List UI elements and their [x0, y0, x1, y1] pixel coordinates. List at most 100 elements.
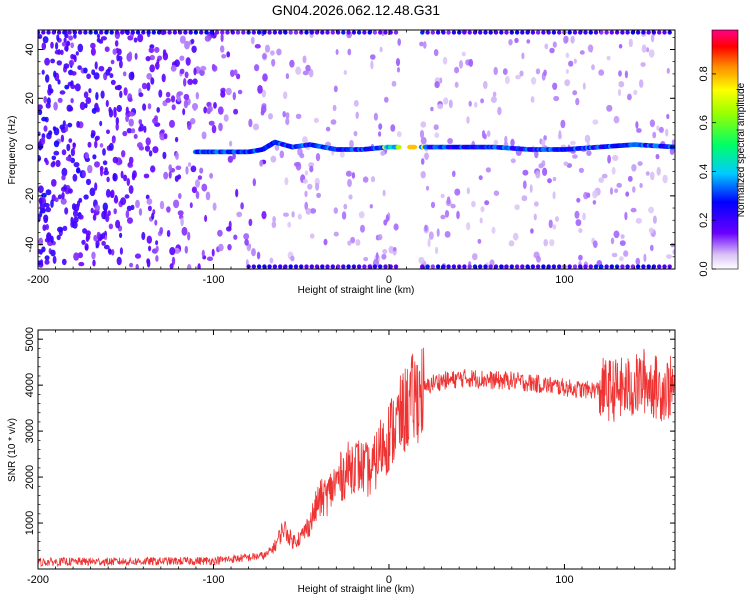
spectrogram-cell — [50, 58, 55, 64]
spectrogram-cell — [91, 107, 97, 114]
spectrogram-edge-cell — [67, 30, 72, 35]
spectrogram-cell — [68, 188, 73, 194]
spectrogram-cell — [147, 103, 152, 110]
spectrogram-cell — [297, 213, 302, 220]
spectrogram-cell — [510, 138, 515, 147]
spectrogram-cell — [201, 131, 207, 140]
spectrogram-cell — [271, 221, 277, 229]
spectrogram-x-ticks: -200 -100 0 100 — [27, 30, 671, 286]
spectrogram-cell — [146, 82, 151, 91]
spectrogram-edge-cell — [109, 30, 114, 35]
spectrogram-cell — [630, 207, 637, 213]
spectrogram-cell — [73, 204, 80, 212]
spectrogram-edge-cell — [162, 30, 167, 35]
spectrogram-cell — [94, 161, 100, 168]
spectrogram-cell — [289, 59, 295, 68]
spectrogram-cell — [218, 243, 224, 252]
spectrogram-cell — [99, 120, 103, 127]
spectrogram-cell — [116, 104, 122, 113]
spectrogram-cell — [169, 263, 174, 269]
spectrogram-cell — [295, 113, 302, 120]
spectrogram-cell — [652, 131, 657, 139]
spectrogram-cell — [609, 187, 614, 195]
spectrogram-cell — [598, 177, 604, 183]
spectrogram-edge-cell — [378, 30, 383, 35]
spectrogram-cell — [614, 188, 619, 193]
spectrogram-cell — [420, 121, 427, 128]
spectrogram-edge-cell — [504, 264, 509, 269]
spectrogram-cell — [64, 33, 69, 39]
spectrogram-cell — [430, 201, 436, 209]
spectrogram-cell — [373, 112, 378, 121]
spectrogram-edge-cell — [335, 30, 341, 35]
spectrogram-cell — [38, 104, 43, 110]
spectrogram-cell — [73, 252, 80, 261]
spectrogram-cell — [343, 70, 347, 75]
spectrogram-cell — [53, 127, 60, 136]
spectrogram-cell — [285, 112, 290, 119]
spectrogram-edge-cell — [657, 264, 662, 269]
spectrogram-edge-cell — [293, 264, 299, 269]
spectrogram-cell — [179, 68, 185, 75]
spectrogram-cell — [206, 256, 214, 262]
spectrogram-edge-cell — [578, 264, 583, 269]
spectrogram-edge-cell — [330, 264, 335, 269]
snr-y-ticks: 1000 2000 3000 4000 5000 — [24, 327, 675, 570]
spectrogram-cell — [128, 71, 135, 81]
spectrogram-edge-cell — [346, 30, 351, 35]
spectrogram-cell — [395, 58, 401, 67]
spectrogram-cell — [530, 228, 534, 234]
spectrogram-cell — [126, 128, 132, 134]
spectrogram-cell — [587, 44, 594, 53]
spectrogram-cell — [165, 97, 171, 103]
spectrogram-cell — [162, 49, 167, 56]
spectrogram-cell — [279, 150, 285, 159]
spectrogram-cell — [466, 187, 470, 195]
spectrogram-cell — [103, 170, 109, 176]
spectrogram-cell — [450, 203, 456, 209]
spectrogram-edge-cell — [530, 264, 536, 269]
spectrogram-cell — [159, 227, 164, 235]
spectrogram-edge-cell — [383, 30, 388, 35]
colorbar-tick-label: 0.0 — [698, 261, 710, 276]
spectrogram-cell — [235, 188, 239, 198]
spectrogram-cell — [43, 216, 47, 222]
spectrogram-cell — [81, 239, 86, 245]
spectrogram-cell — [68, 35, 73, 41]
spectrogram-cell — [114, 40, 119, 47]
spectrogram-cell — [179, 35, 186, 44]
spectrogram-cell — [502, 68, 508, 75]
spectrogram-cell — [107, 248, 112, 254]
spectrogram-cell — [103, 207, 108, 217]
spectrogram-cell — [169, 247, 176, 256]
spectrogram-edge-cell — [251, 264, 256, 269]
spectrogram-cell — [88, 88, 92, 94]
spectrogram-cell — [38, 213, 41, 223]
spectrogram-cell — [549, 47, 555, 54]
spectrogram-cell — [304, 170, 308, 176]
spectrogram-cell — [149, 54, 155, 61]
y-tick-label: 40 — [24, 43, 36, 55]
spectrogram-edge-cell — [341, 264, 346, 269]
spectrogram-cell — [315, 182, 320, 191]
spectrogram-edge-cell — [114, 30, 120, 35]
spectrogram-cell — [170, 64, 177, 72]
spectrogram-edge-cell — [588, 30, 593, 35]
spectrogram-cell — [618, 44, 623, 49]
spectrogram-cell — [299, 152, 305, 159]
spectrogram-cell — [84, 245, 89, 251]
spectrogram-cell — [45, 159, 49, 166]
spectrogram-edge-cell — [520, 264, 525, 269]
spectrogram-cell — [78, 197, 83, 203]
spectrogram-cell — [302, 55, 307, 64]
spectrogram-cell — [66, 143, 71, 152]
spectrogram-cell — [390, 124, 396, 132]
spectrogram-cell — [71, 71, 77, 76]
spectrogram-edge-cell — [441, 264, 446, 269]
spectrogram-cell — [60, 198, 67, 205]
spectrogram-cell — [271, 58, 276, 67]
spectrogram-cell — [116, 256, 122, 266]
spectrogram-edge-cell — [541, 264, 546, 269]
spectrogram-cell — [639, 79, 644, 88]
spectrogram-edge-cell — [451, 264, 457, 269]
